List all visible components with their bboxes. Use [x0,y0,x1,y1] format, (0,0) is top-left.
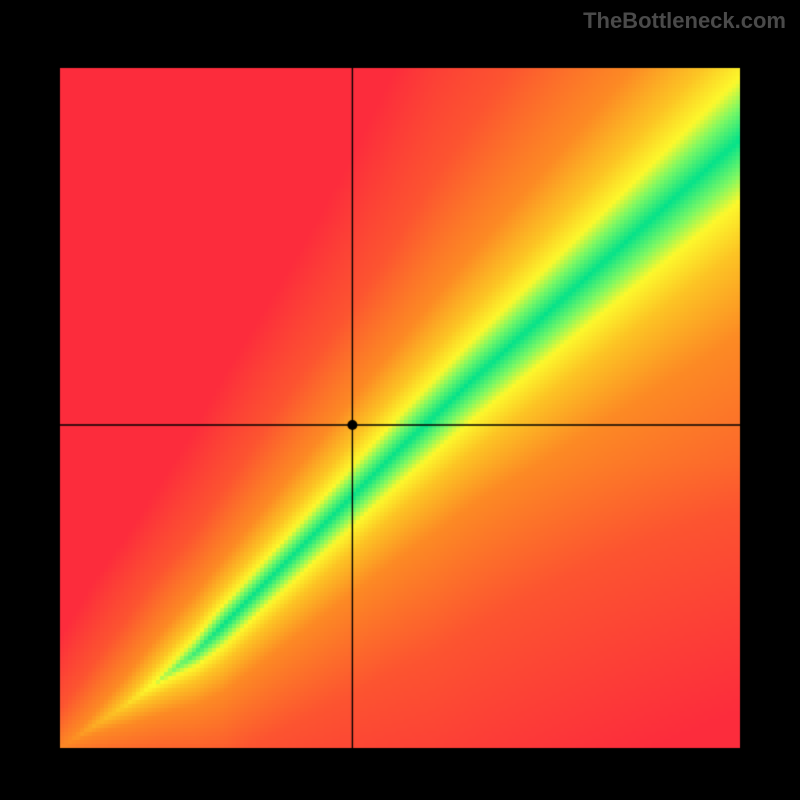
watermark-text: TheBottleneck.com [583,8,786,34]
heatmap-canvas [0,0,800,800]
chart-container: TheBottleneck.com [0,0,800,800]
